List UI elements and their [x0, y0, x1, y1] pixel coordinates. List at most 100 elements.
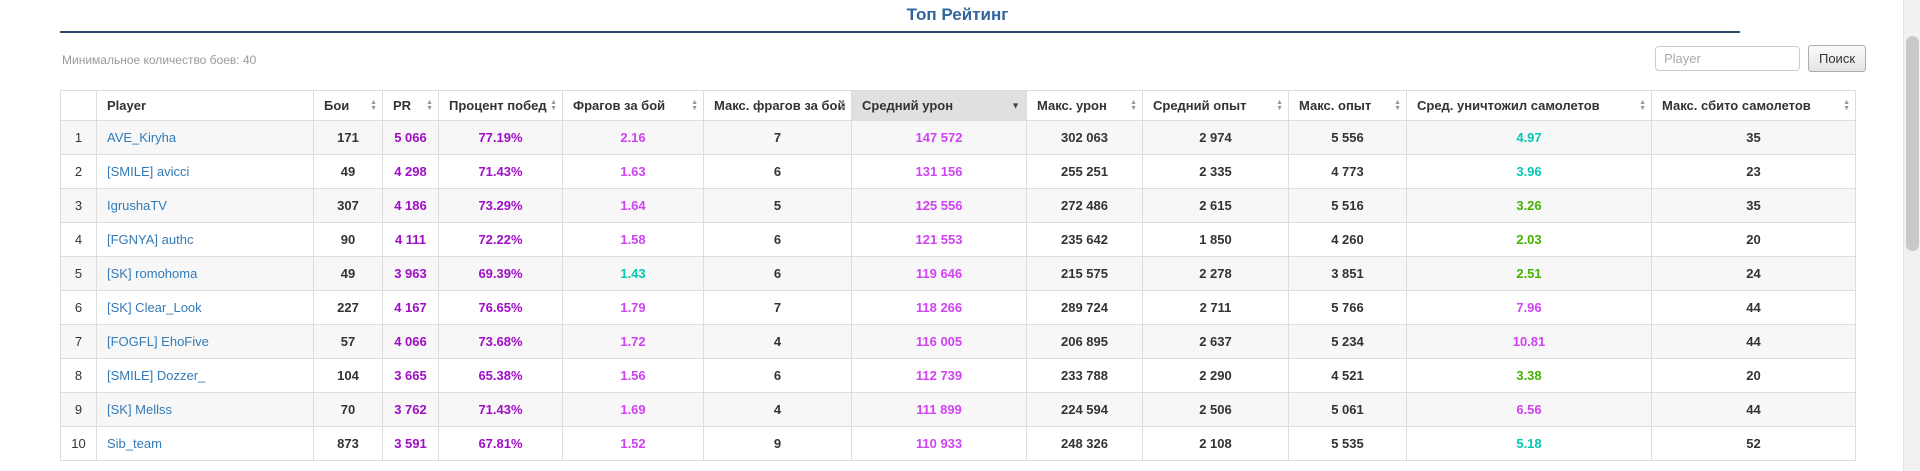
column-label: PR [393, 98, 412, 113]
cell-win-rate: 72.22% [438, 222, 563, 257]
table-row: 8 [SMILE] Dozzer_ 104 3 665 65.38% 1.56 … [60, 358, 1856, 393]
sort-icon: ▲ ▼ [426, 98, 433, 112]
cell-win-rate: 71.43% [438, 154, 563, 189]
player-link[interactable]: [SMILE] avicci [107, 164, 190, 179]
cell-player: [SMILE] avicci [96, 154, 314, 189]
column-header-max-damage[interactable]: Макс. урон ▲ ▼ [1026, 90, 1143, 121]
cell-frags-per-battle: 1.79 [562, 290, 704, 325]
cell-max-xp: 5 516 [1288, 188, 1407, 223]
cell-avg-xp: 2 637 [1142, 324, 1289, 359]
cell-avg-planes: 3.96 [1406, 154, 1652, 189]
column-label: Средний урон [862, 98, 954, 113]
player-link[interactable]: [FGNYA] authc [107, 232, 194, 247]
leaderboard-table: Player Бои ▲ ▼ PR ▲ ▼ Процент побед ▲ ▼ Фрагов… [60, 90, 1856, 461]
cell-avg-planes: 3.38 [1406, 358, 1652, 393]
cell-avg-planes: 10.81 [1406, 324, 1652, 359]
column-header-avg-planes[interactable]: Сред. уничтожил самолетов ▲ ▼ [1406, 90, 1652, 121]
table-row: 9 [SK] Mellss 70 3 762 71.43% 1.69 4 111… [60, 392, 1856, 427]
player-link[interactable]: [SK] romohoma [107, 266, 198, 281]
cell-pr: 3 762 [382, 392, 439, 427]
column-header-rank [60, 90, 97, 121]
cell-win-rate: 76.65% [438, 290, 563, 325]
cell-win-rate: 71.43% [438, 392, 563, 427]
column-label: Средний опыт [1153, 98, 1247, 113]
column-header-battles[interactable]: Бои ▲ ▼ [313, 90, 383, 121]
cell-player: IgrushaTV [96, 188, 314, 223]
column-header-max-frags[interactable]: Макс. фрагов за бой ▲ ▼ [703, 90, 852, 121]
cell-frags-per-battle: 1.52 [562, 426, 704, 461]
cell-avg-damage: 116 005 [851, 324, 1027, 359]
cell-rank: 3 [60, 188, 97, 223]
cell-avg-damage: 112 739 [851, 358, 1027, 393]
cell-pr: 4 186 [382, 188, 439, 223]
table-row: 6 [SK] Clear_Look 227 4 167 76.65% 1.79 … [60, 290, 1856, 325]
cell-rank: 2 [60, 154, 97, 189]
player-link[interactable]: [SK] Mellss [107, 402, 173, 417]
scrollbar-track[interactable] [1903, 0, 1920, 471]
cell-battles: 873 [313, 426, 383, 461]
table-row: 2 [SMILE] avicci 49 4 298 71.43% 1.63 6 … [60, 154, 1856, 189]
cell-max-damage: 206 895 [1026, 324, 1143, 359]
cell-battles: 227 [313, 290, 383, 325]
sort-icon: ▲ ▼ [370, 98, 377, 112]
cell-max-damage: 272 486 [1026, 188, 1143, 223]
cell-win-rate: 67.81% [438, 426, 563, 461]
sort-icon: ▲ ▼ [1130, 98, 1137, 112]
cell-avg-planes: 7.96 [1406, 290, 1652, 325]
cell-max-xp: 4 521 [1288, 358, 1407, 393]
cell-win-rate: 65.38% [438, 358, 563, 393]
cell-max-xp: 5 234 [1288, 324, 1407, 359]
cell-max-planes: 20 [1651, 222, 1856, 257]
cell-player: [SK] Clear_Look [96, 290, 314, 325]
cell-max-frags: 9 [703, 426, 852, 461]
cell-avg-xp: 2 974 [1142, 120, 1289, 155]
player-link[interactable]: [FOGFL] EhoFive [107, 334, 209, 349]
scrollbar-thumb[interactable] [1906, 36, 1919, 251]
cell-max-frags: 4 [703, 324, 852, 359]
player-link[interactable]: Sib_team [107, 436, 162, 451]
cell-max-frags: 6 [703, 154, 852, 189]
cell-pr: 4 066 [382, 324, 439, 359]
cell-max-frags: 6 [703, 222, 852, 257]
cell-avg-xp: 2 278 [1142, 256, 1289, 291]
column-label: Бои [324, 98, 350, 113]
cell-avg-damage: 119 646 [851, 256, 1027, 291]
search-button[interactable]: Поиск [1808, 45, 1866, 72]
cell-rank: 1 [60, 120, 97, 155]
cell-max-damage: 255 251 [1026, 154, 1143, 189]
column-header-pr[interactable]: PR ▲ ▼ [382, 90, 439, 121]
cell-max-damage: 289 724 [1026, 290, 1143, 325]
sort-icon: ▲ ▼ [550, 98, 557, 112]
cell-frags-per-battle: 1.63 [562, 154, 704, 189]
player-link[interactable]: [SK] Clear_Look [107, 300, 202, 315]
column-header-max-planes[interactable]: Макс. сбито самолетов ▲ ▼ [1651, 90, 1856, 121]
cell-battles: 104 [313, 358, 383, 393]
cell-avg-planes: 2.51 [1406, 256, 1652, 291]
cell-avg-planes: 6.56 [1406, 392, 1652, 427]
cell-max-frags: 5 [703, 188, 852, 223]
cell-max-planes: 44 [1651, 290, 1856, 325]
cell-max-frags: 7 [703, 290, 852, 325]
cell-max-planes: 44 [1651, 392, 1856, 427]
cell-rank: 5 [60, 256, 97, 291]
column-header-win-rate[interactable]: Процент побед ▲ ▼ [438, 90, 563, 121]
sort-icon: ▲ ▼ [1276, 98, 1283, 112]
cell-avg-planes: 4.97 [1406, 120, 1652, 155]
player-link[interactable]: IgrushaTV [107, 198, 167, 213]
cell-battles: 49 [313, 256, 383, 291]
search-input[interactable] [1655, 46, 1800, 71]
column-header-player[interactable]: Player [96, 90, 314, 121]
column-header-max-xp[interactable]: Макс. опыт ▲ ▼ [1288, 90, 1407, 121]
column-label: Макс. фрагов за бой [714, 98, 846, 113]
column-header-avg-damage[interactable]: Средний урон ▼ [851, 90, 1027, 121]
column-header-avg-xp[interactable]: Средний опыт ▲ ▼ [1142, 90, 1289, 121]
cell-pr: 3 963 [382, 256, 439, 291]
player-link[interactable]: [SMILE] Dozzer_ [107, 368, 206, 383]
column-header-frags-per-battle[interactable]: Фрагов за бой ▲ ▼ [562, 90, 704, 121]
player-link[interactable]: AVE_Kiryha [107, 130, 177, 145]
column-label: Фрагов за бой [573, 98, 666, 113]
table-row: 10 Sib_team 873 3 591 67.81% 1.52 9 110 … [60, 426, 1856, 461]
cell-rank: 9 [60, 392, 97, 427]
cell-max-damage: 235 642 [1026, 222, 1143, 257]
cell-avg-damage: 118 266 [851, 290, 1027, 325]
